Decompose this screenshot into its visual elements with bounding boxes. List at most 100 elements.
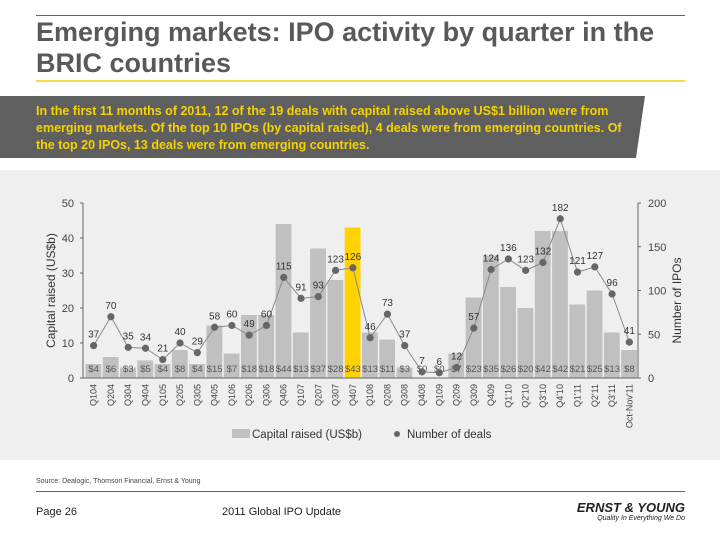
title-underline <box>36 80 685 82</box>
bar-Q206 <box>241 315 257 378</box>
bar-Q2'10 <box>517 308 534 378</box>
footer-rule <box>36 491 685 492</box>
logo-name: ERNST & YOUNG <box>576 500 685 515</box>
deal-label: 29 <box>192 337 204 348</box>
deal-point <box>228 321 236 330</box>
category-label: Q409 <box>486 384 496 406</box>
bar-Q307 <box>327 280 344 378</box>
legend-line-label: Number of deals <box>407 429 492 441</box>
deal-point <box>297 294 305 302</box>
category-label: Q209 <box>452 384 462 406</box>
bar-label: $44 <box>276 364 292 375</box>
category-label: Q108 <box>365 384 375 406</box>
bar-label: $21 <box>570 364 586 375</box>
bar-label: $3 <box>123 364 134 375</box>
deal-label: 21 <box>157 344 169 355</box>
document-title: 2011 Global IPO Update <box>222 506 342 518</box>
bar-Q207 <box>310 248 326 378</box>
deal-label: 124 <box>483 254 500 265</box>
deal-label: 93 <box>313 281 325 292</box>
bar-label: $13 <box>293 364 309 375</box>
bar-label: $5 <box>140 364 151 375</box>
deal-point <box>522 266 530 274</box>
deal-point <box>349 264 357 272</box>
deal-point <box>280 273 288 281</box>
bar-label: $8 <box>175 364 186 375</box>
category-label: Q309 <box>469 384 479 406</box>
deal-label: 182 <box>552 203 569 214</box>
deal-label: 35 <box>123 331 135 342</box>
deal-point <box>452 363 461 372</box>
legend-line-swatch <box>394 431 400 437</box>
bar-Q304 <box>120 367 136 378</box>
bar-label: $13 <box>362 364 378 375</box>
callout-text: In the first 11 months of 2011, 12 of th… <box>36 104 622 152</box>
deal-point <box>470 324 478 332</box>
deal-label: 34 <box>140 332 152 343</box>
bar-Q208 <box>379 339 396 378</box>
category-label: Q1'10 <box>503 384 513 408</box>
deal-point <box>539 258 547 267</box>
deal-point <box>625 338 633 346</box>
bar-Q4'10 <box>552 231 568 378</box>
bar-label: $4 <box>157 364 168 375</box>
deal-point <box>141 344 150 352</box>
bar-Oct-Nov'11 <box>621 350 637 378</box>
deal-label: 6 <box>436 357 442 368</box>
deal-point <box>556 215 564 223</box>
y2-tick-label: 100 <box>648 286 666 298</box>
bar-label: $6 <box>106 364 117 375</box>
deal-label: 37 <box>399 330 411 341</box>
deal-label: 58 <box>209 311 221 322</box>
deal-label: 70 <box>105 301 117 312</box>
bar-label: $28 <box>328 364 344 375</box>
deal-point <box>418 368 426 376</box>
bar-label: $37 <box>310 364 326 375</box>
category-label: Q204 <box>106 384 116 406</box>
bar-Q108 <box>362 332 378 378</box>
bar-Q309 <box>465 297 482 378</box>
category-label: Q105 <box>158 384 168 406</box>
deal-label: 37 <box>88 330 100 341</box>
deal-point <box>504 255 512 263</box>
y-tick-label: 20 <box>62 303 74 315</box>
ipo-chart: $4 Q104 $6 Q204 $3 Q304 $5 Q404 $4 Q105 $8 Q205 $4 Q3… <box>44 198 684 441</box>
deal-point <box>211 323 219 331</box>
y-tick-label: 10 <box>62 338 74 350</box>
y2-tick-label: 0 <box>648 373 654 385</box>
deal-point <box>591 263 599 271</box>
deal-point <box>608 290 616 298</box>
deal-point <box>331 266 340 274</box>
category-label: Q406 <box>279 384 289 406</box>
category-label: Q2'10 <box>521 384 531 408</box>
category-label: Q1'11 <box>573 384 583 407</box>
category-label: Q405 <box>210 384 220 406</box>
deal-point <box>262 321 271 330</box>
bar-label: $18 <box>241 364 257 375</box>
bar-label: $7 <box>227 364 238 375</box>
deal-point <box>487 265 495 274</box>
bar-label: $3 <box>399 364 410 375</box>
deal-point <box>90 342 98 350</box>
deal-label: 121 <box>569 256 586 267</box>
legend-bar-label: Capital raised (US$b) <box>252 429 362 441</box>
bar-label: $15 <box>207 364 223 375</box>
bar-Q409 <box>482 255 499 378</box>
deal-point <box>401 342 409 350</box>
deal-label: 40 <box>174 327 186 338</box>
category-label: Q206 <box>244 384 254 406</box>
bar-Q106 <box>223 353 240 378</box>
deal-label: 115 <box>276 261 292 272</box>
callout-box <box>0 96 645 158</box>
deal-label: 123 <box>327 254 344 265</box>
bar-Q1'10 <box>500 287 517 378</box>
category-label: Q106 <box>227 384 237 406</box>
bar-Q104 <box>85 364 102 378</box>
deal-label: 91 <box>295 282 307 293</box>
y2-axis-title: Number of IPOs <box>670 257 684 343</box>
category-label: Q107 <box>296 384 306 406</box>
source-note: Source: Dealogic, Thomson Financial, Ern… <box>36 478 201 485</box>
category-label: Q3'11 <box>607 384 617 407</box>
deal-point <box>435 369 443 377</box>
bar-label: $8 <box>624 364 635 375</box>
